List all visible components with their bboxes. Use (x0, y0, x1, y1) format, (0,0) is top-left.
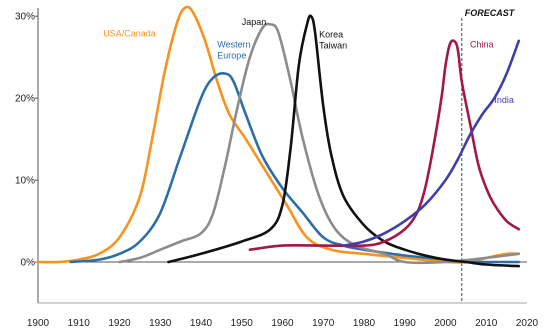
series-label-india: India (494, 95, 514, 105)
x-tick-label: 1970 (312, 318, 335, 329)
forecast-divider: FORECAST (461, 8, 516, 303)
x-tick-label: 1910 (68, 318, 91, 329)
x-tick-label: 1960 (271, 318, 294, 329)
forecast-label: FORECAST (465, 8, 516, 18)
series-lines (36, 5, 521, 268)
y-tick-label: 20% (15, 94, 35, 105)
x-tick-label: 1980 (353, 318, 376, 329)
x-tick-label: 2020 (516, 318, 539, 329)
series-label-line: USA/Canada (103, 29, 156, 39)
x-tick-label: 1900 (27, 318, 50, 329)
series-label-line: China (470, 39, 494, 49)
series-label-japan: Japan (242, 17, 267, 27)
series-label-china: China (470, 39, 494, 49)
y-tick-label: 10% (15, 176, 35, 187)
series-label-line: Taiwan (319, 41, 347, 51)
series-label-western-europe: Western Europe (217, 39, 250, 60)
series-label-line: India (494, 95, 514, 105)
series-line-india (342, 39, 521, 247)
y-tick-label: 30% (15, 12, 35, 23)
series-line-usa-canada (36, 5, 521, 264)
series-label-korea-taiwan: Korea Taiwan (319, 30, 347, 51)
x-tick-label: 1930 (149, 318, 172, 329)
series-line-korea-taiwan (167, 14, 521, 268)
series-label-line: Japan (242, 17, 267, 27)
x-tick-label: 2010 (475, 318, 498, 329)
x-tick-label: 2000 (434, 318, 457, 329)
series-line-china (248, 39, 521, 251)
series-label-line: Europe (217, 50, 246, 60)
series-labels: USA/Canada Western Europe Japan Korea Taiwan C… (103, 17, 514, 105)
y-tick-label: 0% (21, 258, 36, 269)
series-label-usa-canada: USA/Canada (103, 29, 156, 39)
x-tick-label: 1990 (394, 318, 417, 329)
x-tick-label: 1940 (190, 318, 213, 329)
series-label-line: Korea (319, 30, 343, 40)
x-tick-label: 1950 (231, 318, 254, 329)
series-line-japan (118, 22, 521, 265)
series-label-line: Western (217, 39, 250, 49)
x-tick-label: 1920 (108, 318, 131, 329)
